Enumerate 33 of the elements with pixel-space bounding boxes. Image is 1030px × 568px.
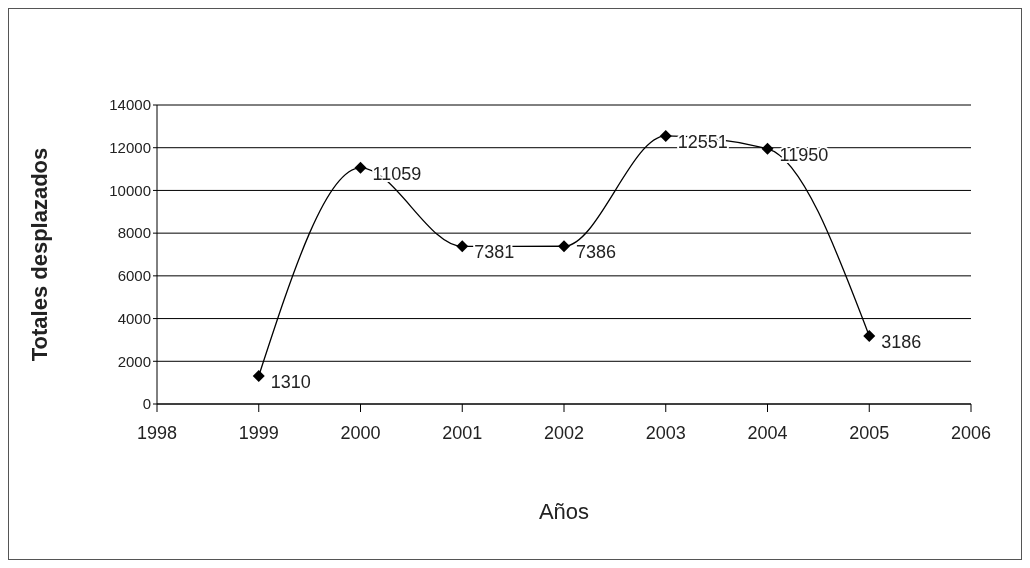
x-tick-label: 2006 xyxy=(950,422,992,443)
point xyxy=(863,329,876,342)
y-tick-label: 14000 xyxy=(109,96,151,114)
point xyxy=(558,240,570,253)
y-tick-label: 0 xyxy=(142,395,151,413)
x-tick-label: 2001 xyxy=(442,422,483,443)
y-tick-label: 12000 xyxy=(109,139,151,157)
point xyxy=(761,142,774,155)
y-tick-label: 4000 xyxy=(117,309,151,327)
y-tick-label: 8000 xyxy=(117,224,151,242)
data-label: 7386 xyxy=(576,242,617,263)
x-tick-label: 2002 xyxy=(543,422,585,443)
y-tick-label: 6000 xyxy=(117,267,151,285)
point xyxy=(456,240,469,253)
y-tick-label: 2000 xyxy=(117,352,151,370)
data-label: 12551 xyxy=(677,131,728,152)
point xyxy=(659,129,672,142)
x-tick-label: 2003 xyxy=(645,422,686,443)
x-tick-label: 2000 xyxy=(340,422,381,443)
data-label: 7381 xyxy=(474,242,515,263)
data-label: 11950 xyxy=(779,144,829,165)
data-label: 3186 xyxy=(881,331,922,352)
y-axis-title: Totales desplazados xyxy=(26,147,52,362)
data-label: 11059 xyxy=(372,163,422,184)
x-tick-label: 2004 xyxy=(747,422,788,443)
data-label: 1310 xyxy=(270,372,311,393)
x-axis-title: Años xyxy=(538,499,590,524)
point xyxy=(252,370,265,383)
x-tick-label: 2005 xyxy=(849,422,890,443)
point xyxy=(354,161,367,174)
x-tick-label: 1998 xyxy=(136,422,178,443)
x-tick-label: 1999 xyxy=(238,422,279,443)
y-tick-label: 10000 xyxy=(109,181,151,199)
